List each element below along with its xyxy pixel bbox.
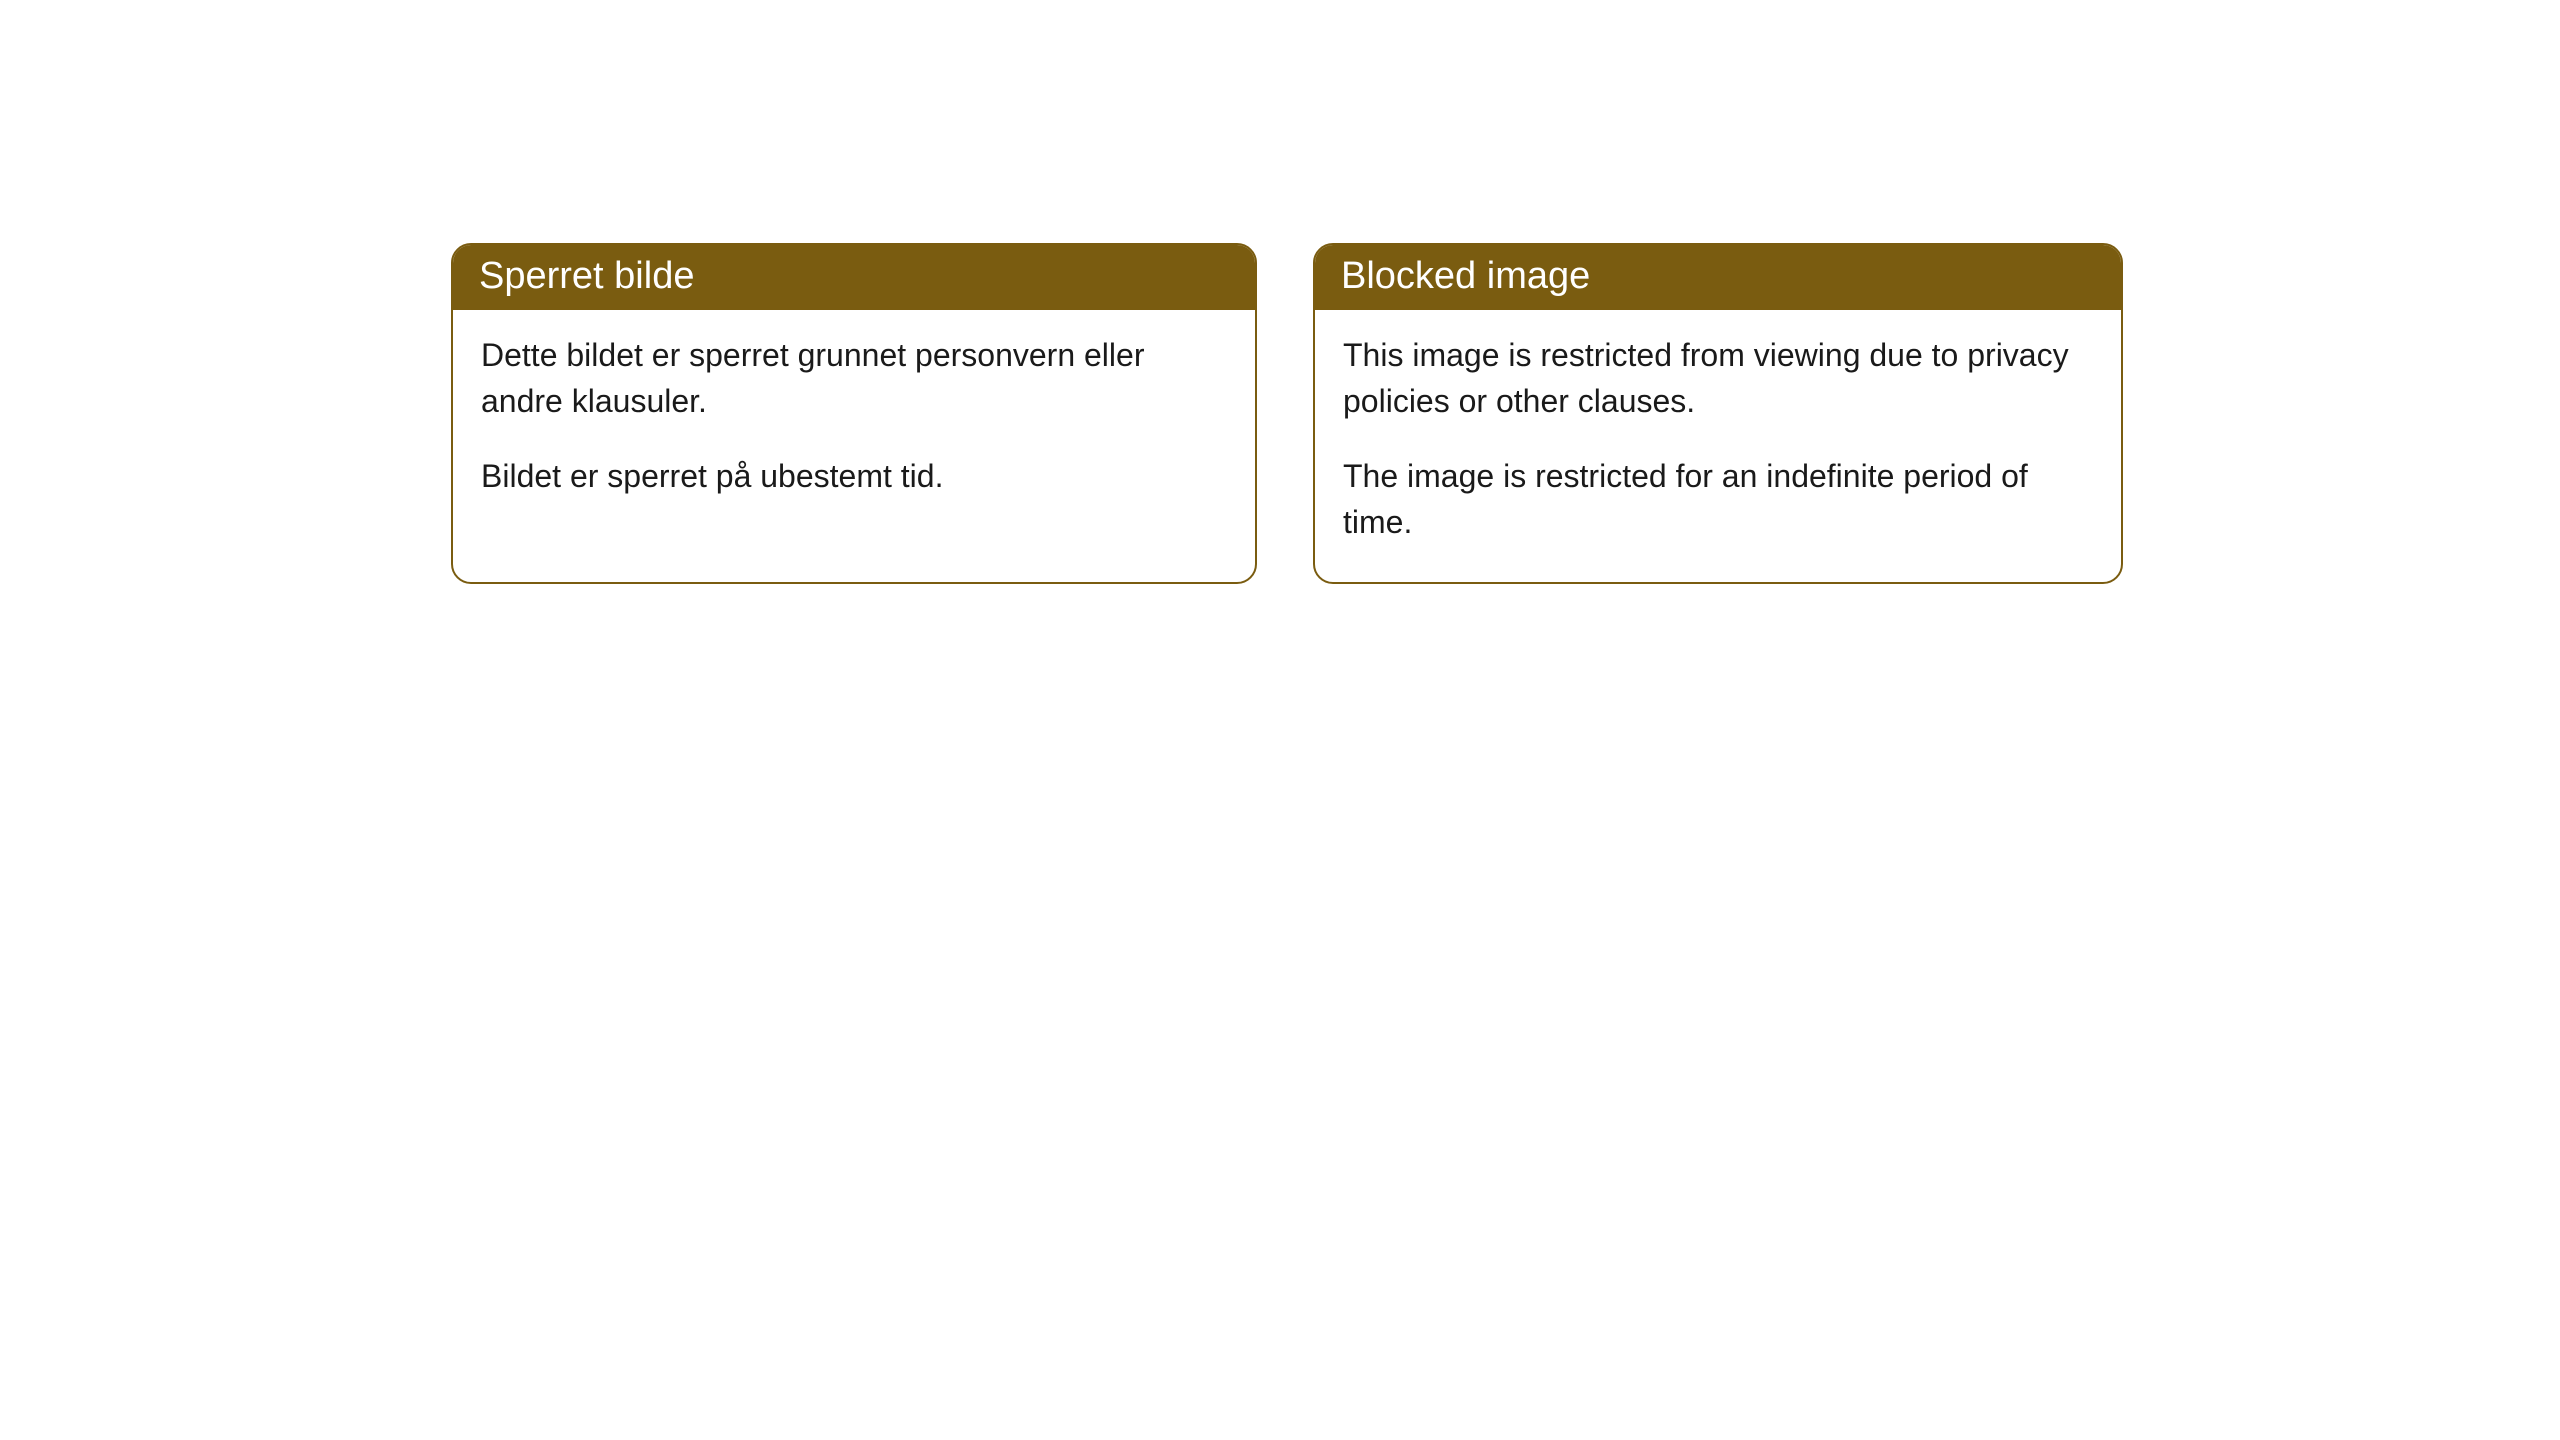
blocked-image-card-norwegian: Sperret bilde Dette bildet er sperret gr… (451, 243, 1257, 584)
card-header-english: Blocked image (1315, 245, 2121, 310)
blocked-image-card-english: Blocked image This image is restricted f… (1313, 243, 2123, 584)
notice-text-english-2: The image is restricted for an indefinit… (1343, 453, 2093, 546)
notice-cards-container: Sperret bilde Dette bildet er sperret gr… (451, 243, 2123, 584)
notice-text-norwegian-2: Bildet er sperret på ubestemt tid. (481, 453, 1227, 499)
card-body-english: This image is restricted from viewing du… (1315, 310, 2121, 582)
notice-text-norwegian-1: Dette bildet er sperret grunnet personve… (481, 332, 1227, 425)
card-body-norwegian: Dette bildet er sperret grunnet personve… (453, 310, 1255, 535)
card-header-norwegian: Sperret bilde (453, 245, 1255, 310)
notice-text-english-1: This image is restricted from viewing du… (1343, 332, 2093, 425)
